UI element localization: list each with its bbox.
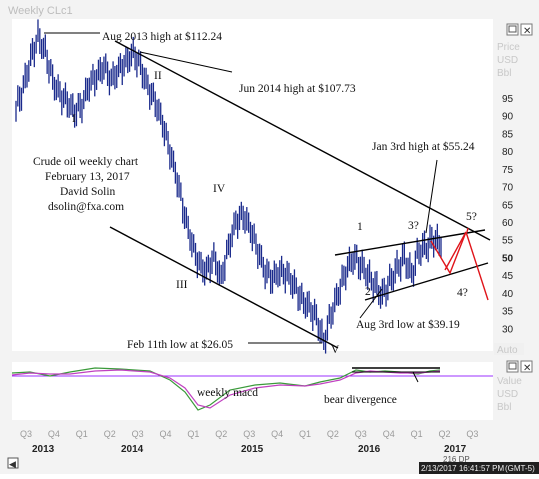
quarter-tick-9: Q4 (271, 429, 283, 439)
quarter-tick-7: Q2 (215, 429, 227, 439)
status-bar (419, 462, 539, 474)
price-bars (15, 19, 442, 354)
svg-text:✕: ✕ (523, 363, 531, 374)
projection-path-a (430, 231, 467, 275)
wave-label-3: 3? (408, 220, 419, 232)
divergence-label: bear divergence (324, 394, 397, 406)
year-tick-2015: 2015 (241, 444, 264, 455)
quarter-tick-6: Q1 (187, 429, 199, 439)
wave-label-II: II (154, 70, 162, 82)
jun2014-annotation: Jun 2014 high at $107.73 (239, 82, 356, 95)
jun2014-leader (139, 51, 233, 73)
quarter-tick-13: Q4 (383, 429, 395, 439)
aug2013-annotation: Aug 2013 high at $112.24 (102, 30, 222, 43)
projection-lines (430, 227, 489, 301)
price-tick-80: 80 (502, 147, 514, 158)
price-tick-55: 55 (502, 236, 514, 247)
info-line-1: Crude oil weekly chart (33, 156, 139, 168)
wave-label-V: V (331, 344, 340, 356)
upper-wedge-line (334, 229, 486, 256)
aug3rd-leader (359, 288, 383, 319)
quarter-tick-16: Q3 (466, 429, 478, 439)
year-tick-2017: 2017 (444, 444, 467, 455)
quarter-tick-14: Q1 (411, 429, 423, 439)
price-tick-35: 35 (502, 307, 514, 318)
wave-label-1: 1 (357, 221, 363, 233)
lower-wedge-line (364, 262, 489, 301)
info-line-3: David Solin (60, 186, 116, 198)
price-axis-ticks: 95 90 85 80 75 70 65 60 55 50 45 40 35 30 (502, 94, 514, 335)
macd-axis-header-3: Bbl (497, 402, 511, 413)
window-title: Weekly CLc1 (8, 5, 73, 17)
price-panel (12, 19, 493, 351)
svg-text:◀: ◀ (9, 459, 16, 469)
projection-apex (466, 227, 469, 233)
price-axis-header-1: Price (497, 42, 520, 53)
wave-label-IV: IV (213, 183, 226, 195)
info-line-2: February 13, 2017 (45, 171, 130, 183)
price-tick-50: 50 (502, 253, 514, 264)
status-timezone: (GMT-5) (505, 464, 535, 473)
projection-path-c (444, 231, 467, 271)
price-tick-60: 60 (502, 218, 514, 229)
quarter-tick-4: Q3 (132, 429, 144, 439)
zoom-label: 216 DP (443, 455, 470, 464)
year-tick-2013: 2013 (32, 444, 55, 455)
jan3rd-annotation: Jan 3rd high at $55.24 (372, 140, 475, 153)
feb11-annotation: Feb 11th low at $26.05 (127, 338, 233, 351)
price-tick-90: 90 (502, 112, 514, 123)
quarter-tick-10: Q1 (299, 429, 311, 439)
price-tick-40: 40 (502, 289, 514, 300)
quarter-tick-0: Q3 (20, 429, 32, 439)
trend-lines (44, 32, 491, 349)
close-button[interactable]: ✕ (520, 23, 533, 37)
wave-label-5: 5? (466, 211, 477, 223)
auto-scale-button[interactable] (494, 343, 524, 355)
macd-axis-header-2: USD (497, 389, 518, 400)
price-tick-65: 65 (502, 200, 514, 211)
price-tick-30: 30 (502, 324, 514, 335)
macd-label: weekly macd (197, 387, 258, 399)
price-axis-header-2: USD (497, 55, 518, 66)
price-tick-85: 85 (502, 129, 514, 140)
price-tick-75: 75 (502, 165, 514, 176)
macd-close-button[interactable]: ✕ (520, 360, 533, 374)
quarter-tick-3: Q2 (104, 429, 116, 439)
upper-downtrend-line (114, 40, 491, 241)
jan3rd-leader (425, 159, 438, 234)
quarter-tick-15: Q2 (439, 429, 451, 439)
info-line-4: dsolin@fxa.com (48, 201, 124, 213)
quarter-tick-5: Q4 (160, 429, 172, 439)
lower-downtrend-line (109, 226, 339, 349)
macd-restore-button[interactable] (506, 360, 519, 373)
scroll-left-button[interactable]: ◀ (7, 457, 19, 469)
macd-axis-header-1: Value (497, 376, 522, 387)
quarter-tick-2: Q1 (76, 429, 88, 439)
price-tick-95: 95 (502, 94, 514, 105)
projection-path-b (465, 231, 489, 301)
wave-label-4: 4? (457, 287, 468, 299)
macd-line (11, 367, 441, 411)
wave-label-2: 2 (365, 286, 371, 298)
price-tick-45: 45 (502, 271, 514, 282)
wave-label-III: III (176, 279, 188, 291)
divergence-leader (412, 371, 419, 383)
year-tick-2014: 2014 (121, 444, 144, 455)
quarter-tick-12: Q3 (355, 429, 367, 439)
aug3rd-annotation: Aug 3rd low at $39.19 (356, 318, 460, 331)
price-axis-header-3: Bbl (497, 68, 511, 79)
wave-label-I: I (72, 113, 76, 125)
status-time: 2/13/2017 16:41:57 PM (421, 464, 505, 473)
restore-button[interactable] (506, 23, 519, 36)
year-tick-2016: 2016 (358, 444, 381, 455)
quarter-tick-1: Q4 (48, 429, 60, 439)
quarter-tick-8: Q3 (243, 429, 255, 439)
svg-text:✕: ✕ (523, 26, 531, 37)
quarter-tick-11: Q2 (327, 429, 339, 439)
auto-scale-label: Auto (497, 345, 518, 356)
price-tick-70: 70 (502, 183, 514, 194)
